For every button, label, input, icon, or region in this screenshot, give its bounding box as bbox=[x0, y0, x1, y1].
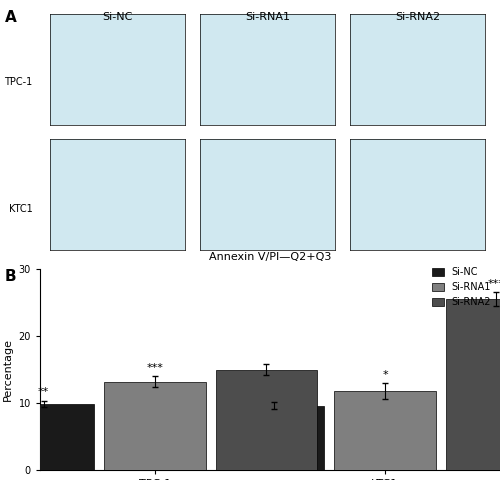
Bar bbox=[223, 406, 324, 470]
Text: *: * bbox=[382, 370, 388, 380]
Text: **: ** bbox=[38, 387, 50, 397]
Bar bbox=[334, 391, 436, 470]
Bar bbox=[0, 404, 94, 470]
Title: Annexin V/PI—Q2+Q3: Annexin V/PI—Q2+Q3 bbox=[209, 252, 331, 263]
Text: ***: *** bbox=[488, 279, 500, 289]
Bar bbox=[104, 382, 206, 470]
Text: TPC-1: TPC-1 bbox=[4, 77, 32, 86]
Text: B: B bbox=[5, 269, 16, 284]
Text: KTC1: KTC1 bbox=[9, 204, 32, 214]
Bar bbox=[216, 370, 317, 470]
Bar bbox=[446, 299, 500, 470]
Text: Si-NC: Si-NC bbox=[102, 12, 132, 22]
Y-axis label: Percentage: Percentage bbox=[3, 338, 13, 401]
Text: Si-RNA2: Si-RNA2 bbox=[395, 12, 440, 22]
Text: A: A bbox=[5, 10, 17, 24]
Text: ***: *** bbox=[146, 363, 164, 373]
Legend: Si-NC, Si-RNA1, Si-RNA2: Si-NC, Si-RNA1, Si-RNA2 bbox=[428, 264, 495, 311]
Text: Si-RNA1: Si-RNA1 bbox=[245, 12, 290, 22]
